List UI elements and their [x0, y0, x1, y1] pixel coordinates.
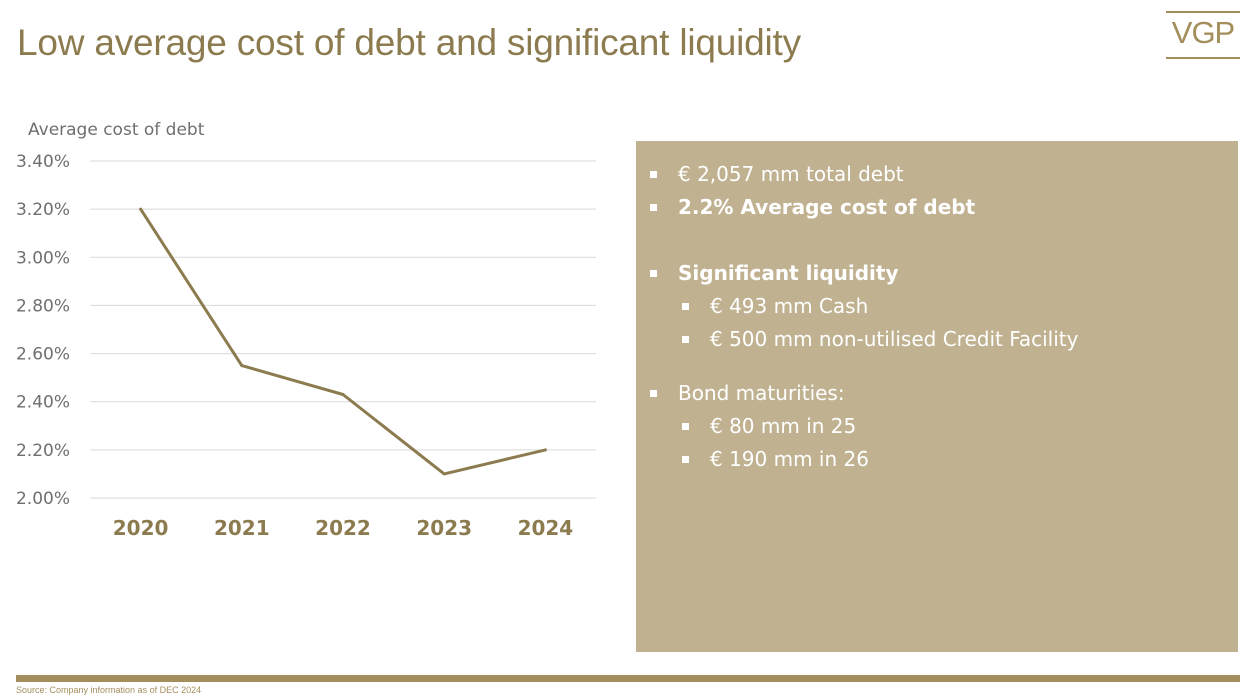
chart-gridlines — [90, 160, 596, 499]
sub-bullet-item: € 190 mm in 26 — [646, 443, 1238, 476]
y-tick-label: 2.60% — [16, 345, 70, 365]
x-axis-ticks: 2020 2021 2022 2023 2024 — [113, 516, 573, 540]
key-figures-panel: € 2,057 mm total debt 2.2% Average cost o… — [636, 141, 1238, 652]
x-tick-label: 2024 — [518, 516, 574, 540]
bullet-item: 2.2% Average cost of debt — [646, 191, 1238, 224]
y-tick-label: 2.20% — [16, 441, 70, 461]
y-tick-label: 2.80% — [16, 296, 70, 316]
sub-bullet-item: € 80 mm in 25 — [646, 410, 1238, 443]
data-point — [543, 448, 547, 452]
x-tick-label: 2023 — [416, 516, 472, 540]
series-line-average-cost-of-debt — [139, 208, 546, 476]
sub-bullet-item: € 500 mm non-utilised Credit Facility — [646, 323, 1238, 356]
y-axis-ticks: 3.40% 3.20% 3.00% 2.80% 2.60% 2.40% 2.20% 2.00% — [16, 152, 70, 509]
source-note: Source: Company information as of DEC 20… — [16, 685, 202, 695]
bullet-item: € 2,057 mm total debt — [646, 158, 1238, 191]
series-points — [139, 207, 547, 476]
y-tick-label: 3.20% — [16, 200, 70, 220]
average-cost-of-debt-chart: Average cost of debt 3.40% 3.20% 3.00% 2.80… — [16, 120, 596, 540]
data-point — [442, 472, 446, 476]
x-tick-label: 2022 — [315, 516, 371, 540]
page-title: Low average cost of debt and significant… — [17, 22, 801, 63]
vgp-logo: VGP — [1166, 11, 1240, 59]
chart-title: Average cost of debt — [28, 120, 205, 140]
bullet-item: Significant liquidity — [646, 257, 1238, 290]
bullet-item: Bond maturities: — [646, 377, 1238, 410]
y-tick-label: 3.00% — [16, 248, 70, 268]
data-point — [341, 392, 345, 396]
footer-divider — [16, 675, 1240, 682]
data-point — [240, 364, 244, 368]
y-tick-label: 2.40% — [16, 393, 70, 413]
x-tick-label: 2020 — [113, 516, 169, 540]
y-tick-label: 2.00% — [16, 489, 70, 509]
x-tick-label: 2021 — [214, 516, 270, 540]
key-figures-list: € 2,057 mm total debt 2.2% Average cost o… — [646, 158, 1238, 476]
sub-bullet-item: € 493 mm Cash — [646, 290, 1238, 323]
data-point — [139, 207, 143, 211]
y-tick-label: 3.40% — [16, 152, 70, 172]
